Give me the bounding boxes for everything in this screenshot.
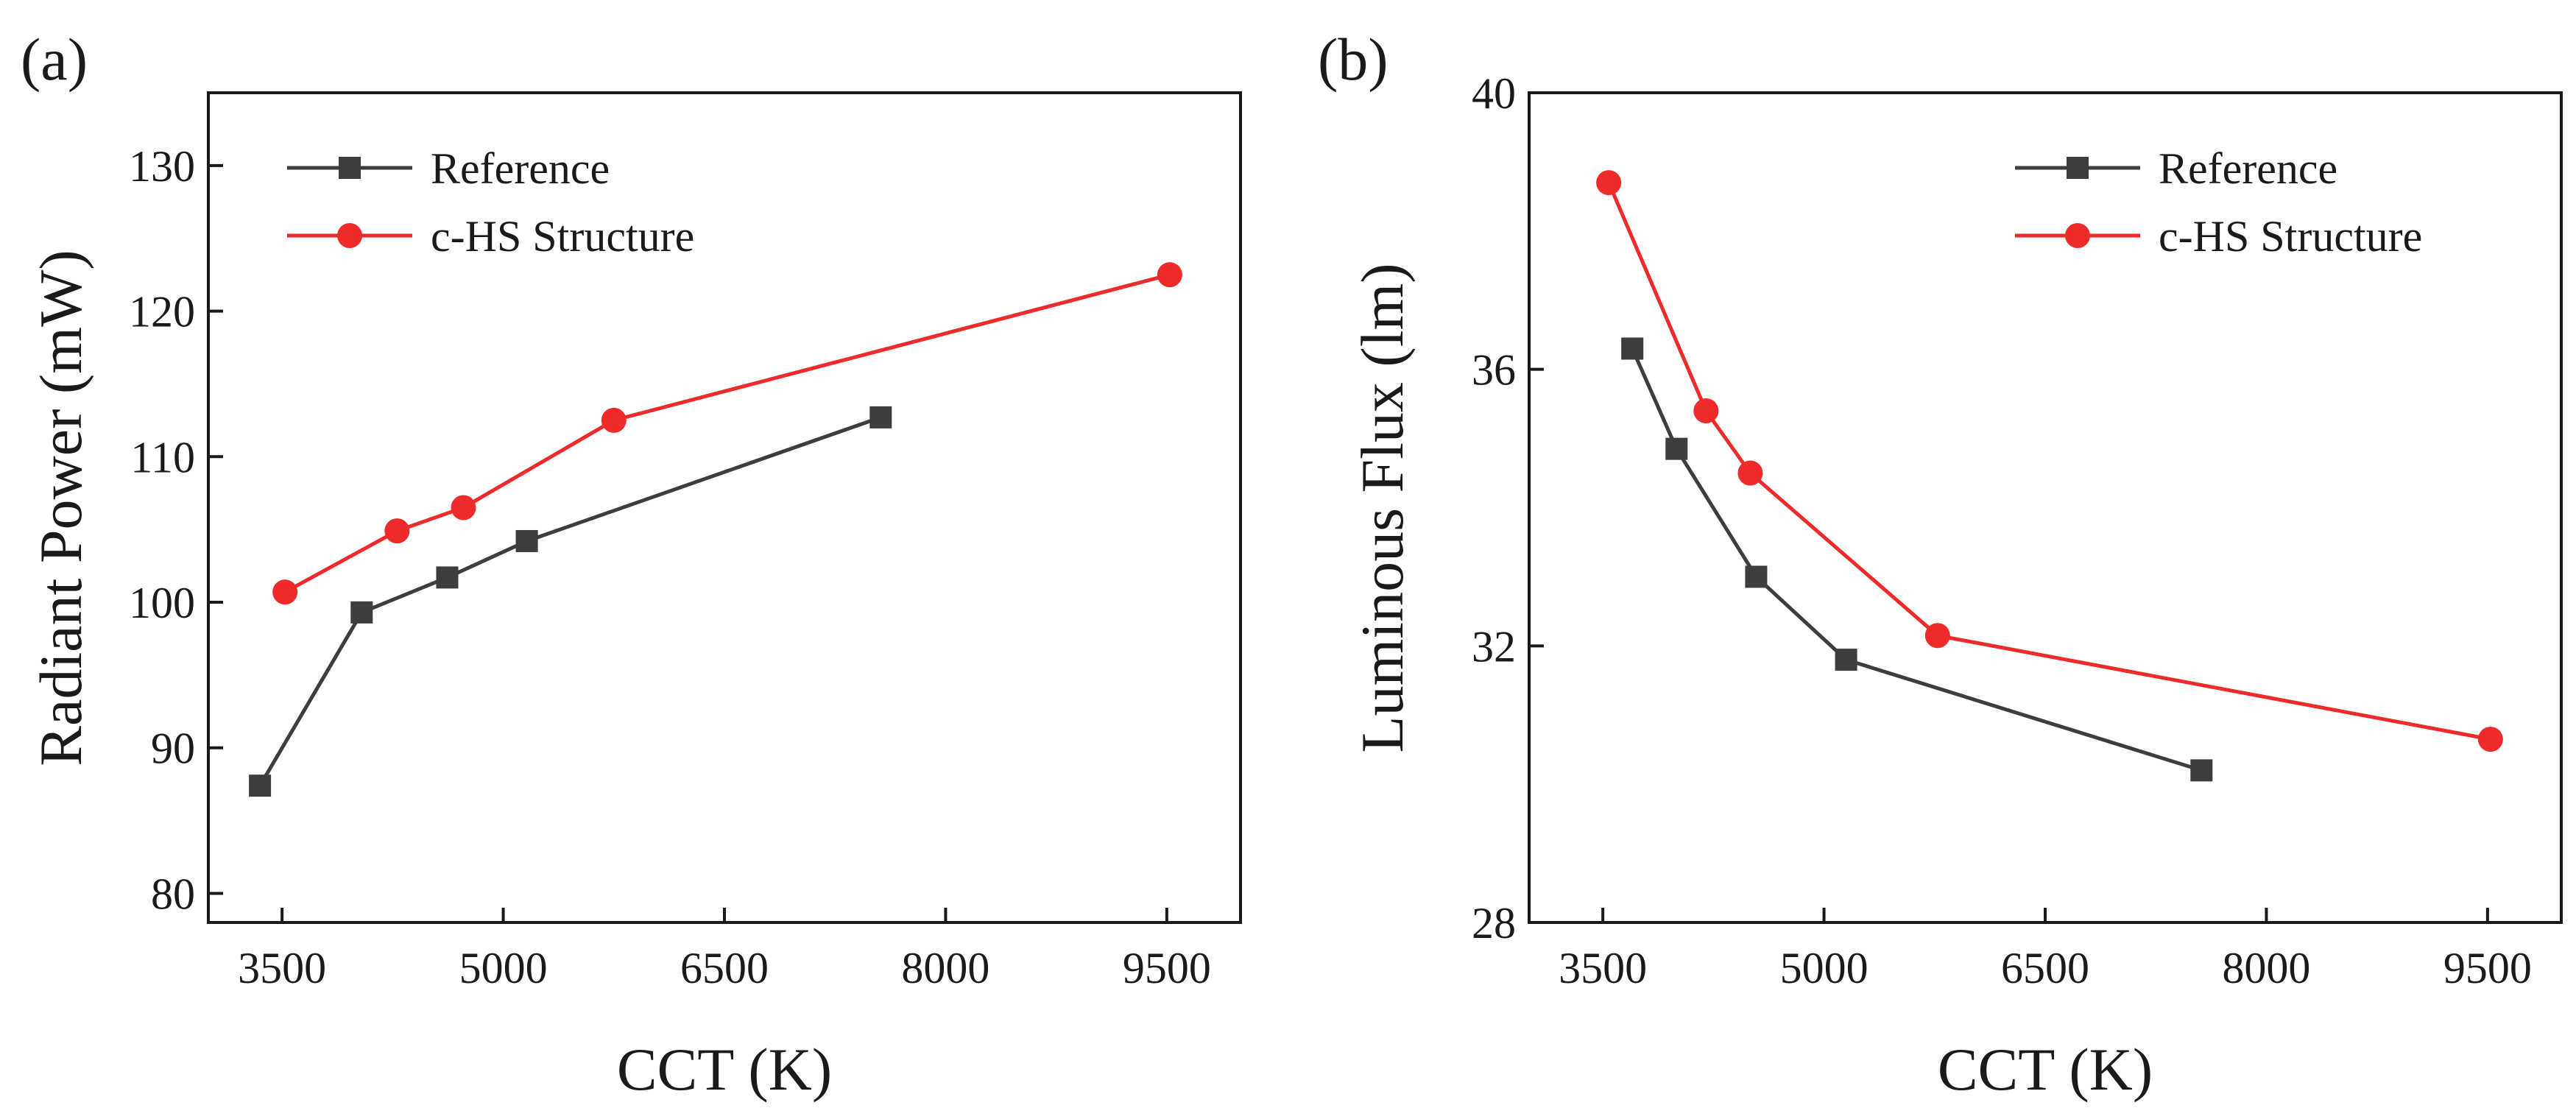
data-point-square xyxy=(350,601,373,624)
x-tick-label: 9500 xyxy=(2443,944,2532,992)
series-line-circle xyxy=(283,272,1171,594)
data-point-circle xyxy=(1596,170,1622,196)
legend-marker xyxy=(339,157,361,179)
legend-label: c-HS Structure xyxy=(2159,212,2422,261)
legend-label: c-HS Structure xyxy=(431,212,694,261)
panel-a-series xyxy=(249,262,1182,797)
x-tick-label: 9500 xyxy=(1123,944,1211,992)
data-point-circle xyxy=(1693,398,1719,424)
y-tick-label: 32 xyxy=(1472,622,1516,671)
y-tick-label: 28 xyxy=(1472,899,1516,948)
y-tick-label: 80 xyxy=(151,869,195,918)
panel-b-label: (b) xyxy=(1318,26,1388,93)
data-point-square xyxy=(1835,649,1857,671)
panel-b-legend: Reference c-HS Structure xyxy=(2015,144,2422,261)
x-tick-label: 6500 xyxy=(680,944,769,992)
x-tick-label: 6500 xyxy=(2001,944,2089,992)
data-point-circle xyxy=(1157,262,1182,288)
series-line-circle xyxy=(1606,182,2491,741)
panel-a-x-axis-title: CCT (K) xyxy=(617,1036,832,1103)
y-tick-label: 110 xyxy=(130,433,195,481)
data-point-square xyxy=(436,566,459,589)
panel-a: (a) Radiant Power (mW) CCT (K) 3500 5000 6… xyxy=(21,26,1242,1103)
panel-b: (b) Luminous Flux (lm) CCT (K) 3500 5000 6… xyxy=(1318,26,2563,1103)
panel-b-ticks: 3500 5000 6500 8000 9500 28 32 36 40 xyxy=(1472,69,2532,992)
x-tick-label: 3500 xyxy=(238,944,326,992)
data-point-circle xyxy=(1924,623,1950,649)
panel-a-label: (a) xyxy=(21,26,88,93)
y-tick-label: 90 xyxy=(151,724,195,773)
data-point-circle xyxy=(451,495,476,521)
data-point-square xyxy=(515,529,538,552)
data-point-circle xyxy=(384,518,410,544)
y-tick-label: 100 xyxy=(129,579,195,627)
panel-b-series xyxy=(1596,170,2503,782)
y-tick-label: 120 xyxy=(129,288,195,336)
data-point-square xyxy=(249,774,272,797)
data-point-circle xyxy=(601,407,627,433)
panel-b-x-axis-title: CCT (K) xyxy=(1938,1036,2153,1103)
data-point-square xyxy=(869,406,892,428)
y-tick-label: 36 xyxy=(1472,346,1516,395)
panel-a-ticks: 3500 5000 6500 8000 9500 80 90 100 110 120 130 xyxy=(129,142,1211,992)
data-point-square xyxy=(2190,759,2213,782)
x-tick-label: 5000 xyxy=(459,944,548,992)
legend-marker xyxy=(2065,223,2090,248)
x-tick-label: 5000 xyxy=(1780,944,1869,992)
x-tick-label: 8000 xyxy=(2222,944,2310,992)
data-point-circle xyxy=(1737,460,1763,486)
legend-marker xyxy=(2067,157,2089,179)
data-point-square xyxy=(1665,437,1688,460)
panel-a-plot-frame xyxy=(207,91,1242,924)
y-tick-label: 40 xyxy=(1472,69,1516,118)
data-point-square xyxy=(1621,337,1644,360)
x-tick-label: 8000 xyxy=(901,944,989,992)
panel-a-y-axis-title: Radiant Power (mW) xyxy=(27,250,94,766)
panel-a-legend: Reference c-HS Structure xyxy=(287,144,694,261)
panel-b-y-axis-title: Luminous Flux (lm) xyxy=(1349,263,1416,752)
legend-label: Reference xyxy=(2159,144,2337,193)
legend-label: Reference xyxy=(431,144,610,193)
legend-marker xyxy=(337,223,362,248)
x-tick-label: 3500 xyxy=(1559,944,1647,992)
data-point-circle xyxy=(2477,727,2503,752)
y-tick-label: 130 xyxy=(129,142,195,191)
data-point-circle xyxy=(272,579,298,605)
data-point-square xyxy=(1745,565,1768,588)
